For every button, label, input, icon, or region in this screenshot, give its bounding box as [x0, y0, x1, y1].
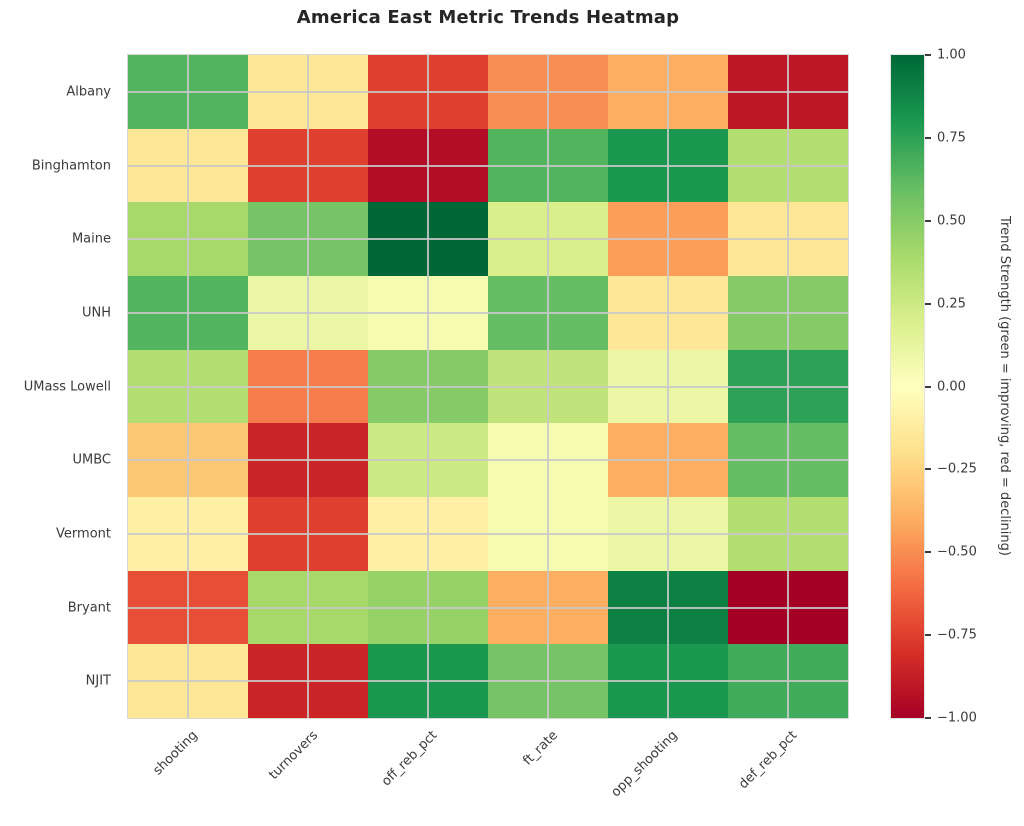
heatmap-cell [128, 55, 248, 129]
heatmap-cell [728, 423, 848, 497]
heatmap-cell [488, 570, 608, 645]
heatmap-plot-area [127, 54, 849, 719]
heatmap-cell [248, 55, 368, 129]
colorbar-tick-label: 0.75 [937, 130, 966, 146]
heatmap-cell [488, 128, 608, 203]
heatmap-cell [368, 55, 488, 129]
heatmap-cell [488, 644, 608, 718]
heatmap-cell [608, 55, 728, 129]
heatmap-cell [488, 55, 608, 129]
y-tick-label: Albany [66, 84, 111, 100]
heatmap-cell [248, 128, 368, 203]
heatmap-cell [248, 570, 368, 645]
heatmap-cell [608, 349, 728, 424]
heatmap-cell [728, 55, 848, 129]
heatmap-cell [128, 275, 248, 350]
heatmap-cell [608, 423, 728, 497]
x-tick-label: ft_rate [520, 728, 561, 769]
heatmap-cell [488, 275, 608, 350]
heatmap-grid [127, 54, 849, 719]
heatmap-cell [608, 496, 728, 571]
colorbar-tick-label: 1.00 [937, 47, 966, 63]
x-tick-label: off_reb_pct [379, 728, 441, 790]
heatmap-cell [488, 496, 608, 571]
heatmap-cell [248, 644, 368, 718]
heatmap-cell [128, 202, 248, 276]
colorbar-tick [925, 136, 931, 139]
x-tick-label: shooting [150, 728, 201, 779]
y-tick-label: Maine [71, 231, 111, 247]
y-tick-label: UMass Lowell [23, 379, 111, 394]
heatmap-cell [128, 496, 248, 571]
heatmap-cell [608, 275, 728, 350]
chart-title: America East Metric Trends Heatmap [296, 7, 680, 28]
heatmap-cell [368, 644, 488, 718]
heatmap-cell [728, 644, 848, 718]
colorbar-tick [925, 219, 931, 222]
heatmap-cell [728, 349, 848, 424]
heatmap-cell [728, 275, 848, 350]
heatmap-cell [368, 349, 488, 424]
heatmap-cell [608, 644, 728, 718]
heatmap-cell [128, 423, 248, 497]
colorbar-tick-label: −0.50 [937, 544, 977, 560]
y-tick-label: UNH [81, 305, 111, 321]
colorbar-gradient [890, 54, 925, 719]
heatmap-cell [128, 644, 248, 718]
heatmap-cell [128, 128, 248, 203]
y-axis-labels: Albany Binghamton Maine UNH UMass Lowell UMBC… [0, 55, 120, 718]
heatmap-cell [728, 570, 848, 645]
y-tick-label: UMBC [72, 452, 112, 468]
heatmap-cell [728, 128, 848, 203]
heatmap-cell [248, 275, 368, 350]
heatmap-cell [128, 349, 248, 424]
heatmap-cell [368, 423, 488, 497]
heatmap-cell [488, 423, 608, 497]
x-axis-labels: shooting turnovers off_reb_pct ft_rate opp_s… [0, 722, 1024, 817]
colorbar-tick-label: −0.75 [937, 627, 977, 643]
x-tick-label: def_reb_pct [736, 728, 801, 793]
heatmap-cell [608, 202, 728, 276]
colorbar-tick [925, 634, 931, 637]
heatmap-cell [608, 128, 728, 203]
colorbar-tick-label: 0.00 [937, 379, 966, 394]
heatmap-cell [248, 496, 368, 571]
colorbar-tick-label: 0.25 [937, 296, 966, 312]
y-tick-label: Bryant [67, 600, 111, 615]
heatmap-cell [368, 275, 488, 350]
colorbar-tick [925, 385, 931, 388]
heatmap-cell [248, 202, 368, 276]
heatmap-cell [368, 128, 488, 203]
colorbar-tick [925, 717, 931, 719]
heatmap-cell [608, 570, 728, 645]
y-tick-label: NJIT [85, 673, 111, 689]
heatmap-cell [368, 496, 488, 571]
colorbar-tick [925, 551, 931, 554]
colorbar-tick-label: −0.25 [937, 461, 977, 477]
heatmap-cell [248, 423, 368, 497]
heatmap-cell [488, 202, 608, 276]
heatmap-cell [128, 570, 248, 645]
colorbar-tick-label: 0.50 [937, 213, 966, 229]
heatmap-cell [728, 496, 848, 571]
colorbar-tick [925, 302, 931, 305]
heatmap-cell [248, 349, 368, 424]
heatmap-cell [728, 202, 848, 276]
x-tick-label: turnovers [265, 728, 321, 783]
x-tick-label: opp_shooting [608, 728, 681, 801]
heatmap-cell [488, 349, 608, 424]
colorbar-tick [925, 468, 931, 471]
heatmap-cell [368, 202, 488, 276]
heatmap-cell [368, 570, 488, 645]
colorbar-tick [925, 54, 931, 56]
y-tick-label: Vermont [56, 526, 111, 542]
y-tick-label: Binghamton [31, 158, 111, 173]
colorbar-label: Trend Strength (green = improving, red =… [997, 216, 1012, 556]
